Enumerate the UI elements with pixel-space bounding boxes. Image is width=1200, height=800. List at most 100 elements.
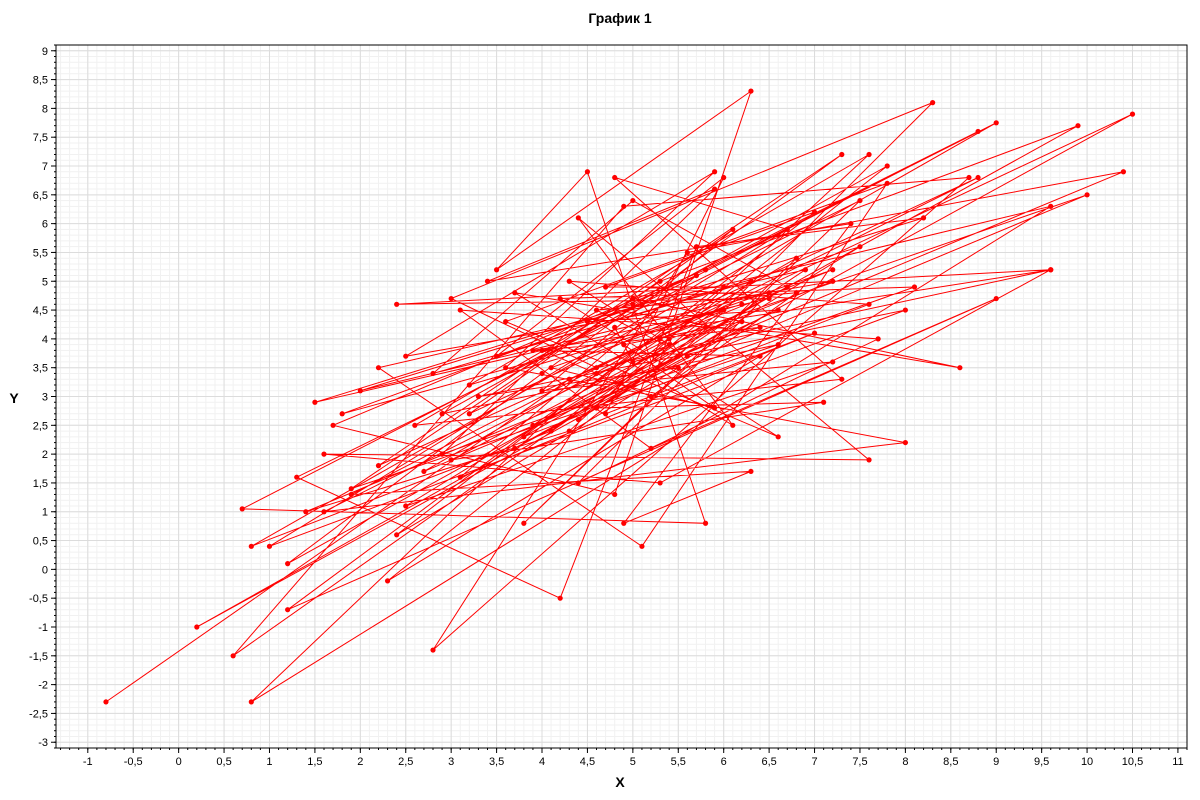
data-point xyxy=(375,463,382,469)
x-tick-label: 6,5 xyxy=(761,756,776,768)
data-point xyxy=(1120,169,1127,175)
data-point xyxy=(1048,267,1054,273)
y-tick-label: -3 xyxy=(38,737,48,749)
data-point xyxy=(857,244,863,250)
y-tick-label: 6,5 xyxy=(33,190,48,202)
y-tick-label: 1,5 xyxy=(33,478,48,490)
data-point xyxy=(575,416,581,423)
data-point xyxy=(702,324,709,330)
data-point xyxy=(811,209,818,215)
data-point xyxy=(766,295,772,302)
x-tick-label: 1 xyxy=(266,756,272,768)
y-tick-label: 7,5 xyxy=(33,132,48,144)
data-point xyxy=(993,295,999,302)
data-point xyxy=(530,347,536,354)
data-point xyxy=(811,330,818,336)
y-tick-label: 7 xyxy=(42,161,48,173)
x-tick-label: 4,5 xyxy=(580,756,595,768)
data-point xyxy=(784,284,790,290)
x-tick-label: 8 xyxy=(902,756,908,768)
data-point xyxy=(875,336,881,342)
data-point xyxy=(621,520,627,526)
x-tick-label: 10 xyxy=(1081,756,1093,768)
data-point xyxy=(884,180,890,186)
data-point xyxy=(911,284,918,290)
data-point xyxy=(448,457,454,463)
y-tick-label: 0,5 xyxy=(33,536,48,548)
y-tick-label: 3 xyxy=(42,392,48,404)
data-point xyxy=(448,295,454,302)
data-point xyxy=(612,174,618,181)
data-point xyxy=(512,290,518,296)
data-point xyxy=(730,226,736,232)
data-point xyxy=(412,422,418,428)
data-point xyxy=(839,376,845,382)
x-tick-label: 8,5 xyxy=(943,756,958,768)
data-point xyxy=(730,422,736,428)
data-point xyxy=(639,301,645,307)
x-tick-label: 3,5 xyxy=(489,756,504,768)
y-tick-label: -2,5 xyxy=(29,708,48,720)
data-point xyxy=(712,169,718,175)
data-point xyxy=(548,428,554,434)
y-tick-label: 2,5 xyxy=(33,420,48,432)
y-tick-label: 2 xyxy=(42,449,48,461)
data-point xyxy=(457,307,463,313)
data-point xyxy=(830,267,836,273)
data-point xyxy=(439,411,445,417)
data-point xyxy=(848,221,854,227)
data-point xyxy=(675,353,681,359)
data-point xyxy=(630,359,636,365)
data-point xyxy=(194,624,200,630)
data-point xyxy=(866,457,872,463)
data-point xyxy=(394,301,400,307)
data-point xyxy=(657,480,663,486)
data-point xyxy=(630,301,636,307)
data-point xyxy=(303,509,309,515)
data-point xyxy=(693,272,700,279)
data-point xyxy=(684,353,690,359)
data-point xyxy=(775,307,781,313)
data-point xyxy=(612,491,618,498)
data-point xyxy=(339,411,345,417)
data-point xyxy=(712,405,718,411)
data-point xyxy=(957,365,963,371)
data-point xyxy=(248,699,254,705)
data-point xyxy=(748,88,754,94)
data-point xyxy=(784,226,790,232)
y-tick-label: 6 xyxy=(42,219,48,231)
data-point xyxy=(1084,192,1090,198)
data-point xyxy=(384,578,391,584)
data-point xyxy=(539,388,545,394)
x-tick-label: 7,5 xyxy=(852,756,867,768)
data-point xyxy=(312,399,318,405)
data-point xyxy=(330,422,336,428)
data-point xyxy=(721,307,727,313)
y-tick-label: -2 xyxy=(38,680,48,692)
y-tick-label: 5 xyxy=(42,276,48,288)
y-tick-label: 5,5 xyxy=(33,247,48,259)
chart-title: График 1 xyxy=(588,10,652,26)
data-point xyxy=(493,267,500,273)
y-tick-label: 0 xyxy=(42,564,48,576)
x-tick-label: -0,5 xyxy=(124,756,143,768)
data-point xyxy=(503,365,509,371)
data-point xyxy=(1048,203,1054,209)
data-point xyxy=(294,474,300,480)
data-point xyxy=(757,353,763,359)
data-point xyxy=(430,370,436,377)
data-point xyxy=(248,543,254,549)
data-point xyxy=(457,474,463,480)
y-tick-label: 4,5 xyxy=(33,305,48,317)
data-point xyxy=(702,520,709,526)
data-point xyxy=(575,480,581,486)
data-point xyxy=(566,376,572,382)
data-point xyxy=(557,295,563,302)
data-point xyxy=(757,324,763,330)
data-point xyxy=(866,151,872,158)
data-point xyxy=(766,290,772,296)
y-tick-label: 3,5 xyxy=(33,363,48,375)
data-point xyxy=(693,244,700,250)
data-point xyxy=(966,174,972,181)
